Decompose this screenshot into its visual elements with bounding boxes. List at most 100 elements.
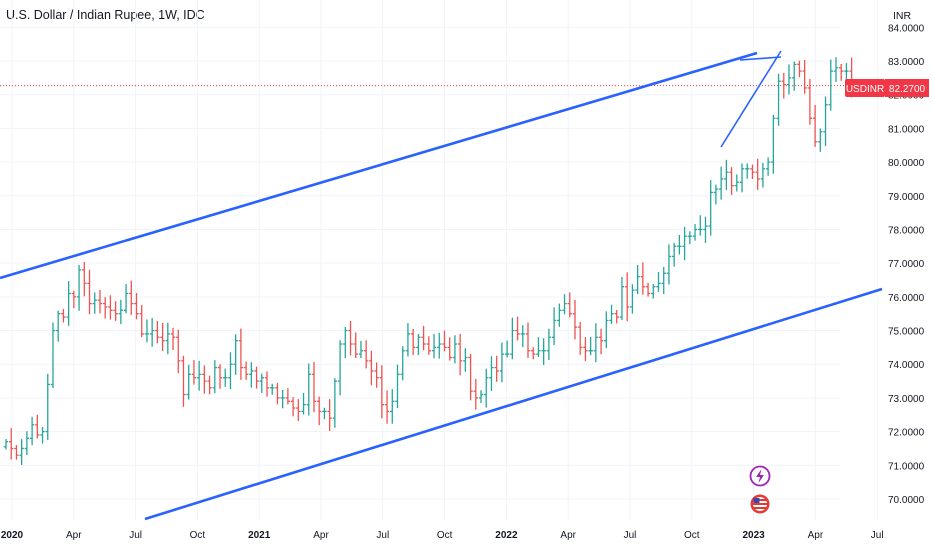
grid <box>0 0 878 520</box>
ohlc-bar <box>155 321 160 344</box>
x-tick-label: Apr <box>560 530 576 541</box>
ohlc-bar <box>614 310 619 324</box>
ohlc-bar <box>624 272 630 322</box>
ohlc-bar <box>249 362 254 388</box>
ohlc-bar <box>212 360 217 394</box>
ohlc-bar <box>677 235 682 255</box>
ohlc-bar <box>35 414 40 439</box>
channel-upper-trendline[interactable] <box>0 51 758 280</box>
y-tick-label: 71.0000 <box>888 461 925 472</box>
ohlc-bar <box>463 348 468 372</box>
ohlc-bar <box>118 299 124 325</box>
ohlc-bar <box>176 329 181 374</box>
y-tick-label: 80.0000 <box>888 158 925 169</box>
ohlc-bar <box>61 308 66 323</box>
ohlc-bar <box>233 334 238 375</box>
ohlc-bar <box>243 361 249 380</box>
ohlc-bar <box>405 323 411 357</box>
ohlc-bar <box>19 439 24 465</box>
ohlc-bar <box>546 328 552 360</box>
ohlc-bar <box>656 272 661 292</box>
ohlc-bar <box>604 311 609 349</box>
ohlc-bar <box>196 360 202 391</box>
channel-lower-trendline[interactable] <box>144 287 883 521</box>
x-tick-label: 2021 <box>248 530 271 541</box>
y-tick-label: 76.0000 <box>888 293 925 304</box>
ohlc-bar <box>82 261 87 297</box>
ohlc-bar <box>311 361 317 413</box>
ohlc-bar <box>635 264 640 295</box>
y-tick-label: 73.0000 <box>888 394 925 405</box>
ohlc-bar <box>468 353 473 401</box>
ohlc-bar <box>160 322 165 352</box>
x-axis: 2020 Apr Jul Oct 2021 Apr Jul Oct 2022 Apr Jul Oct 2… <box>1 530 884 541</box>
ohlc-bar <box>207 375 212 395</box>
ohlc-bar <box>275 382 280 405</box>
wedge-upper-trendline[interactable] <box>739 56 782 61</box>
y-tick-label: 83.0000 <box>888 57 925 68</box>
ohlc-bar <box>484 368 489 408</box>
ohlc-bar <box>786 64 792 95</box>
ohlc-bar <box>353 332 358 359</box>
ohlc-bar <box>123 283 129 314</box>
x-tick-label: 2022 <box>495 530 518 541</box>
ohlc-bar <box>238 328 244 380</box>
x-tick-label: Oct <box>684 530 700 541</box>
ohlc-bar <box>572 299 578 340</box>
lightning-event-icon[interactable] <box>749 465 771 487</box>
y-tick-label: 78.0000 <box>888 225 925 236</box>
ohlc-bar <box>765 157 771 176</box>
ohlc-bar <box>687 231 693 245</box>
ohlc-bar <box>170 327 176 351</box>
ohlc-bar <box>322 407 327 420</box>
ohlc-bar <box>682 226 687 261</box>
wedge-lower-trendline[interactable] <box>720 50 782 148</box>
ohlc-bar <box>384 390 390 424</box>
ohlc-bar <box>395 364 400 409</box>
ohlc-bar <box>504 340 510 358</box>
y-tick-label: 84.0000 <box>888 23 925 34</box>
ohlc-bar <box>87 269 92 315</box>
ohlc-bar <box>40 426 45 444</box>
ohlc-bar <box>536 337 541 358</box>
ohlc-bar <box>598 328 604 355</box>
ohlc-bar <box>588 336 593 356</box>
ohlc-bar <box>724 159 729 190</box>
ohlc-bar <box>66 281 71 326</box>
x-tick-label: Apr <box>808 530 824 541</box>
ohlc-bar <box>729 167 734 195</box>
ohlc-bar <box>562 294 567 315</box>
ohlc-bar <box>818 128 823 152</box>
ohlc-bar <box>567 292 572 318</box>
ohlc-bar <box>296 399 301 422</box>
ohlc-bar <box>844 63 849 82</box>
ohlc-bar <box>390 389 395 424</box>
ohlc-bar <box>739 163 745 193</box>
ohlc-bar <box>270 383 275 395</box>
x-tick-label: 2023 <box>742 530 765 541</box>
ohlc-bar <box>531 347 536 360</box>
ohlc-bar <box>317 396 322 426</box>
x-tick-label: Oct <box>190 530 206 541</box>
ohlc-bar <box>640 262 646 295</box>
ohlc-bar <box>755 158 760 190</box>
trendlines <box>0 50 883 521</box>
ohlc-bar <box>833 57 839 82</box>
ohlc-bar <box>551 307 557 346</box>
ohlc-bar <box>14 445 19 460</box>
ohlc-bar <box>698 215 703 236</box>
ohlc-bar <box>306 363 311 416</box>
y-tick-label: 77.0000 <box>888 259 925 270</box>
ohlc-bar <box>812 105 818 147</box>
ohlc-bar <box>431 333 437 359</box>
ohlc-bar <box>374 362 379 388</box>
ohlc-bar <box>541 338 546 365</box>
ohlc-bar <box>745 163 750 179</box>
ohlc-bar <box>510 317 515 360</box>
ohlc-bar <box>3 439 9 450</box>
y-tick-label: 75.0000 <box>888 327 925 338</box>
ohlc-bar <box>437 332 442 359</box>
x-tick-label: Jul <box>376 530 389 541</box>
us-flag-event-icon[interactable] <box>750 494 770 514</box>
ohlc-bar <box>651 284 656 299</box>
